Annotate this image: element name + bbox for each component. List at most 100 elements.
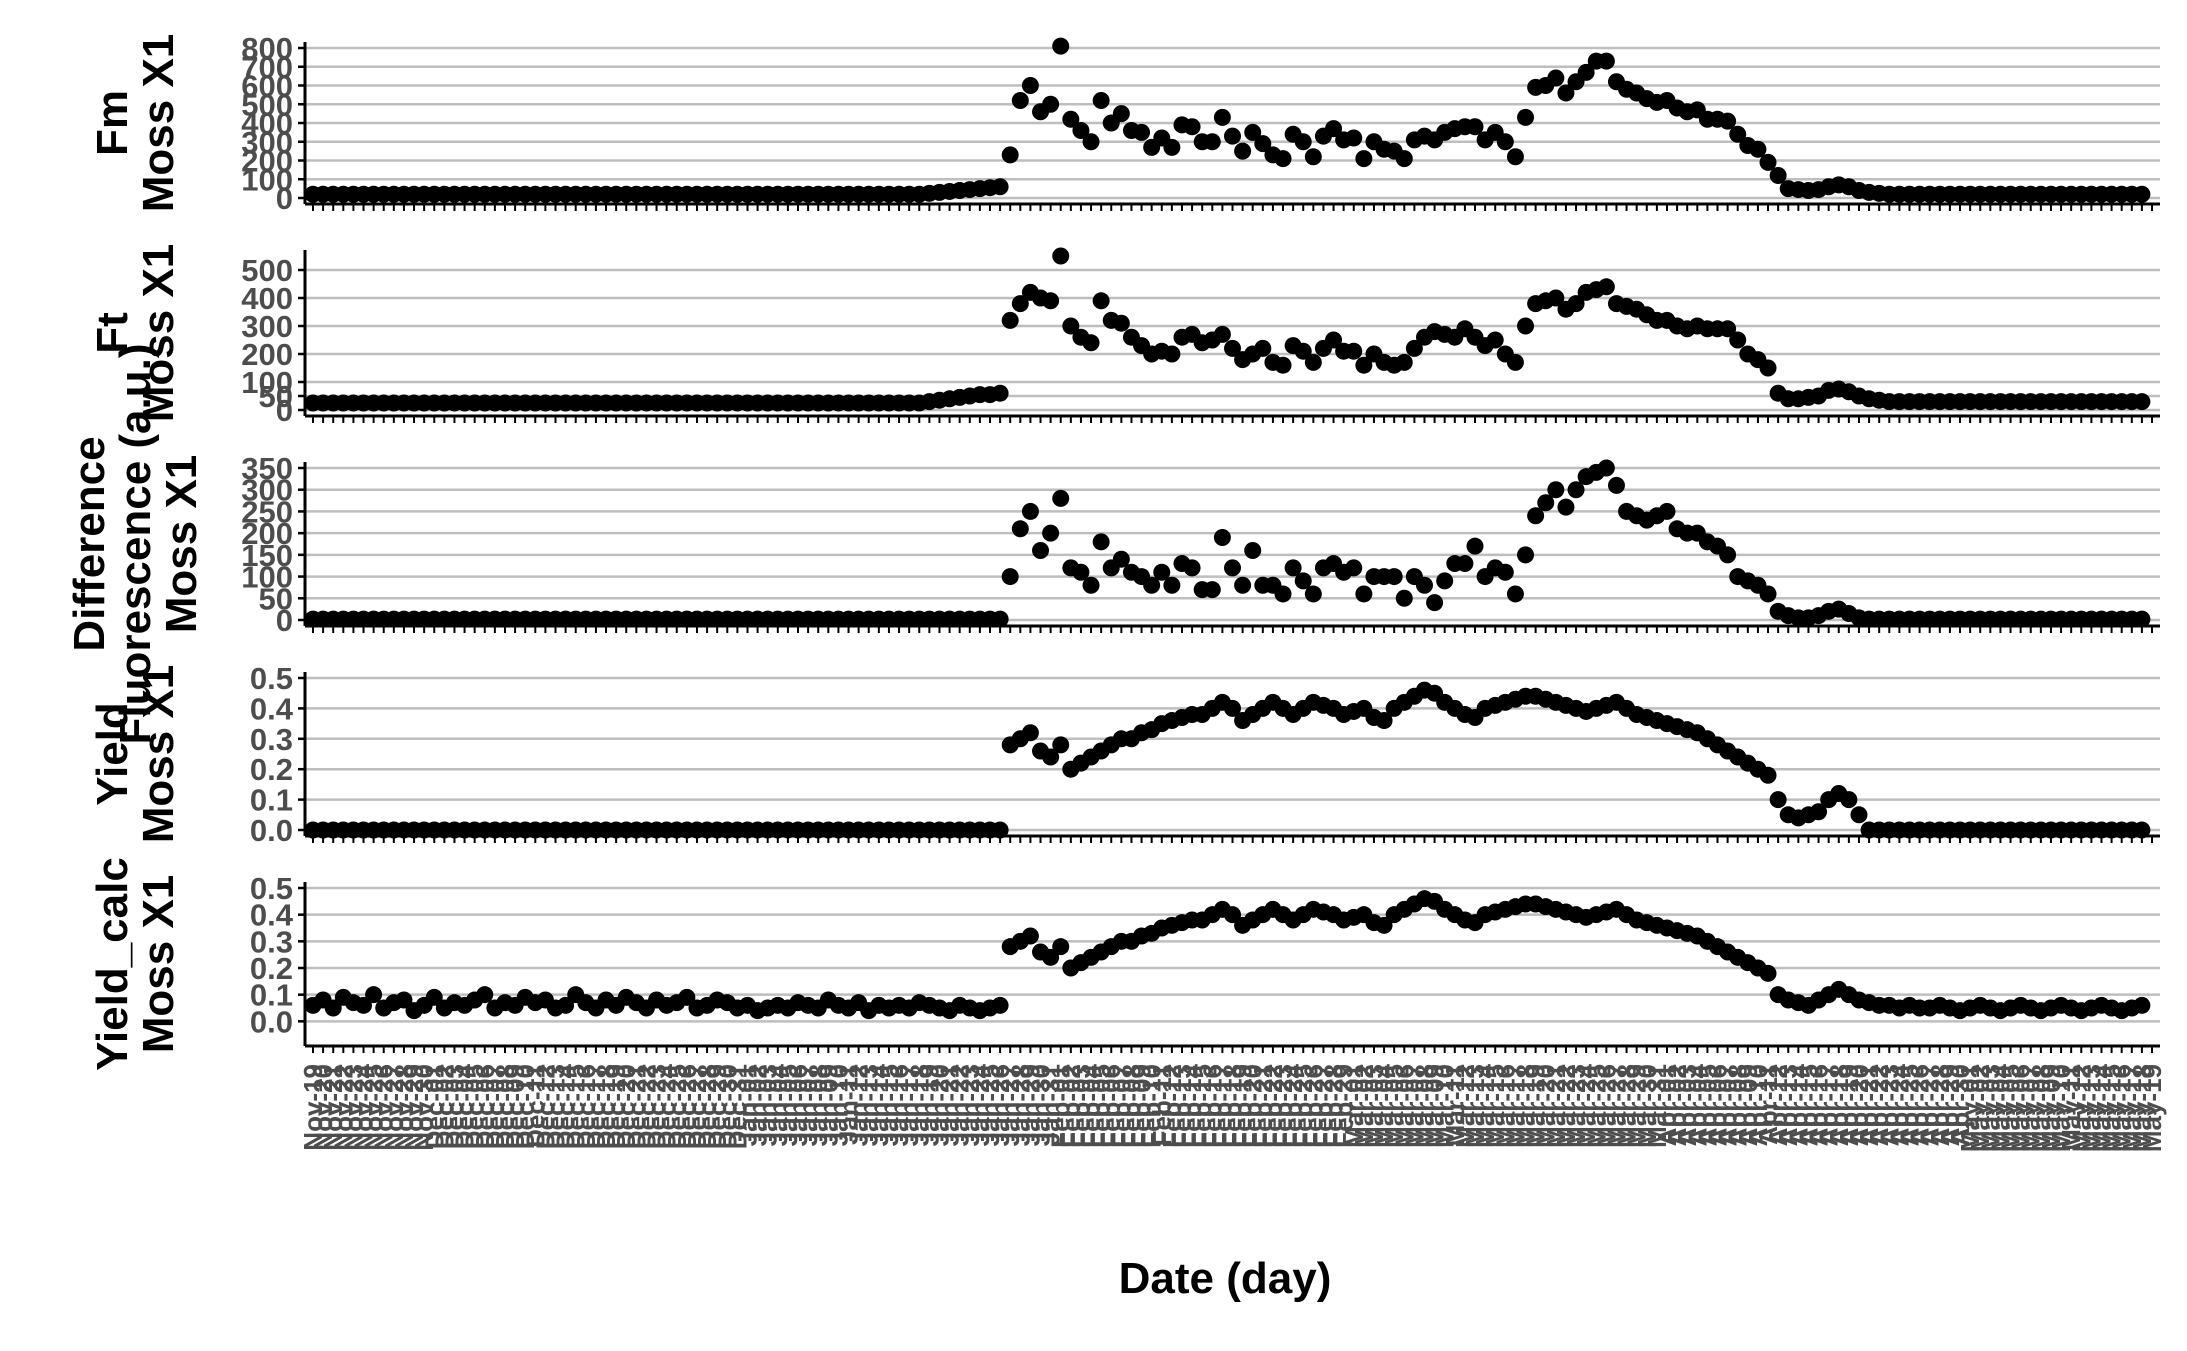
x-tick-label: Apr-18 xyxy=(1824,1064,1854,1146)
data-point xyxy=(1304,353,1322,371)
x-axis-ticks: Nov-19Nov-20Nov-21Nov-22Nov-23Nov-24Nov-… xyxy=(298,1063,2167,1152)
data-point xyxy=(991,996,1009,1014)
data-point xyxy=(1001,146,1019,164)
y-axis-title: Difference xyxy=(65,436,114,651)
x-tick-label: May-19 xyxy=(2137,1064,2167,1152)
y-axis-title: Ft xyxy=(88,312,137,354)
x-tick-label: May-09 xyxy=(2036,1064,2066,1152)
x-tick-label: Mar-02 xyxy=(1349,1064,1379,1148)
x-tick-label: Nov-20 xyxy=(308,1064,338,1151)
x-tick-label: Feb-23 xyxy=(1268,1064,1298,1148)
x-tick-label: Feb-17 xyxy=(1207,1064,1237,1148)
panel-3: 050100150200250300350DifferenceFluoresce… xyxy=(65,343,2160,745)
x-tick-label: Apr-20 xyxy=(1844,1064,1874,1146)
x-tick-label: Mar-29 xyxy=(1622,1064,1652,1148)
x-tick-label: Apr-22 xyxy=(1864,1064,1894,1146)
x-tick-label: Jan-12 xyxy=(844,1064,874,1146)
x-tick-label: Nov-27 xyxy=(379,1064,409,1151)
x-tick-label: Apr-27 xyxy=(1915,1064,1945,1146)
data-point xyxy=(1547,289,1565,307)
y-tick-label: 0.4 xyxy=(250,898,294,933)
x-tick-label: Apr-06 xyxy=(1703,1064,1733,1146)
x-tick-label: Mar-13 xyxy=(1460,1064,1490,1148)
data-point xyxy=(1224,699,1241,717)
x-tick-label: Mar-30 xyxy=(1632,1064,1662,1148)
x-tick-label: Jan-17 xyxy=(894,1064,924,1146)
x-tick-label: Apr-25 xyxy=(1894,1064,1924,1146)
data-point xyxy=(1183,118,1201,136)
x-tick-label: Jan-24 xyxy=(965,1063,995,1146)
x-tick-label: May-08 xyxy=(2026,1064,2056,1152)
x-tick-label: Dec-22 xyxy=(631,1064,661,1149)
x-tick-label: May-05 xyxy=(1996,1064,2026,1152)
data-point xyxy=(1213,325,1231,343)
x-tick-label: Dec-03 xyxy=(439,1064,469,1149)
data-point xyxy=(1547,481,1565,499)
data-point xyxy=(1517,317,1535,335)
x-tick-label: Feb-14 xyxy=(1177,1063,1207,1147)
x-tick-label: Jan-15 xyxy=(874,1064,904,1146)
data-point xyxy=(1042,292,1060,310)
x-tick-label: Feb-13 xyxy=(1167,1064,1197,1148)
y-tick-label: 500 xyxy=(241,253,293,288)
x-tick-label: Feb-21 xyxy=(1248,1064,1278,1148)
data-point xyxy=(1082,576,1100,594)
data-point xyxy=(1112,314,1130,332)
data-point xyxy=(1355,150,1373,168)
x-tick-label: Dec-17 xyxy=(581,1064,611,1149)
x-tick-label: Apr-17 xyxy=(1814,1064,1844,1146)
x-tick-label: Feb-29 xyxy=(1329,1064,1359,1148)
x-tick-label: Jan-04 xyxy=(763,1063,793,1146)
data-point xyxy=(1325,120,1343,138)
data-point xyxy=(1224,339,1241,357)
x-tick-label: Dec-05 xyxy=(460,1064,490,1149)
data-point xyxy=(425,988,443,1006)
y-tick-label: 50 xyxy=(259,581,293,616)
x-tick-label: May-13 xyxy=(2076,1064,2106,1152)
y-tick-label: 150 xyxy=(241,538,293,573)
x-tick-label: May-16 xyxy=(2107,1064,2137,1152)
x-tick-label: Feb-20 xyxy=(1238,1064,1268,1148)
y-tick-label: 0.0 xyxy=(250,813,293,848)
x-tick-label: Jan-22 xyxy=(945,1064,975,1146)
x-tick-label: Mar-31 xyxy=(1642,1064,1672,1148)
data-point xyxy=(1294,572,1312,590)
data-point xyxy=(1294,133,1312,151)
x-tick-label: Feb-12 xyxy=(1157,1064,1187,1148)
y-axis-title: Yield xyxy=(88,702,137,806)
x-tick-label: Apr-12 xyxy=(1763,1064,1793,1146)
data-point xyxy=(1224,127,1241,145)
x-tick-label: Feb-05 xyxy=(1086,1064,1116,1148)
data-point xyxy=(2133,610,2151,628)
x-tick-label: Apr-13 xyxy=(1773,1064,1803,1146)
data-point xyxy=(1557,498,1575,516)
y-tick-label: 0.1 xyxy=(250,783,293,818)
data-point xyxy=(1082,334,1100,352)
data-point xyxy=(1850,806,1868,824)
data-point xyxy=(1042,948,1060,966)
data-point xyxy=(1345,129,1363,147)
x-tick-label: May-10 xyxy=(2046,1064,2076,1152)
data-point xyxy=(1072,563,1090,581)
data-point xyxy=(1274,356,1292,374)
x-tick-label: Mar-18 xyxy=(1511,1064,1541,1148)
y-tick-label: 400 xyxy=(241,106,293,141)
x-tick-label: Feb-01 xyxy=(1046,1064,1076,1148)
data-point xyxy=(557,996,575,1014)
data-point xyxy=(1021,927,1039,945)
x-tick-label: Nov-29 xyxy=(399,1064,429,1151)
x-tick-label: Dec-04 xyxy=(450,1063,480,1149)
data-point xyxy=(1274,585,1292,603)
x-tick-label: Dec-26 xyxy=(672,1064,702,1149)
x-tick-label: Apr-21 xyxy=(1854,1064,1884,1146)
data-point xyxy=(1597,459,1615,477)
data-point xyxy=(1749,140,1767,158)
data-point xyxy=(1567,295,1585,313)
y-tick-label: 0.1 xyxy=(250,978,293,1013)
data-point xyxy=(1234,142,1252,160)
data-point xyxy=(1415,576,1433,594)
data-point xyxy=(324,999,342,1017)
data-point xyxy=(1254,339,1272,357)
data-point xyxy=(1062,317,1080,335)
x-tick-label: Apr-23 xyxy=(1874,1064,1904,1146)
